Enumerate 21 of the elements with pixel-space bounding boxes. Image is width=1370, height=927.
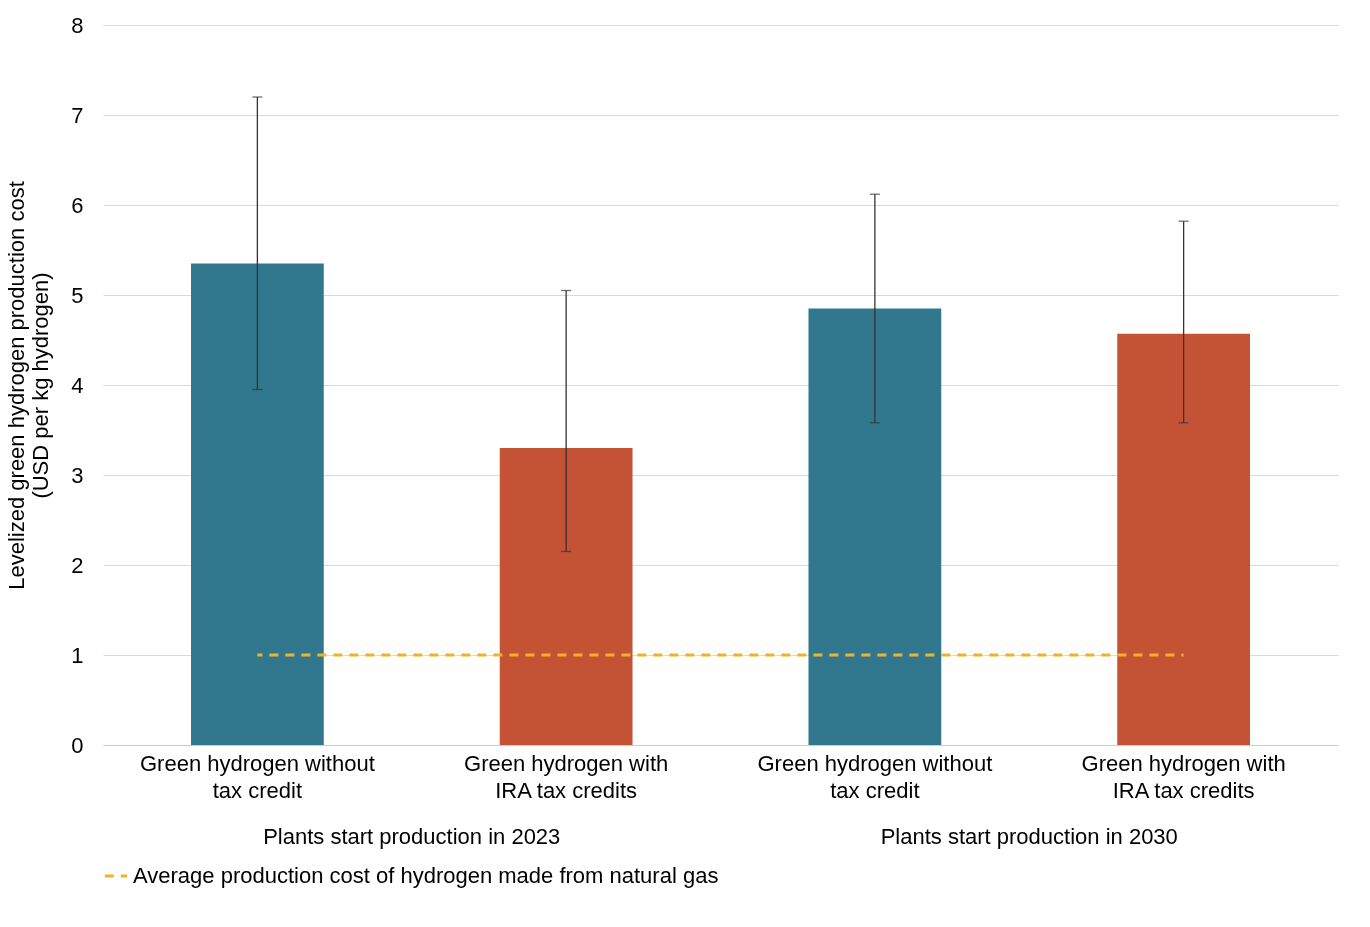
x-tick-label: Green hydrogen without tax credit xyxy=(139,750,375,803)
x-tick-label: Green hydrogen without tax credit xyxy=(757,750,993,803)
x-tick-label: Green hydrogen with IRA tax credits xyxy=(464,750,669,803)
text: Plants start production in 2030 xyxy=(880,824,1178,849)
y-axis-title: Levelized green hydrogen production cost (USD per kg hydrogen) xyxy=(4,181,54,590)
y-tick-label: 8 xyxy=(71,12,84,38)
y-tick-label: 3 xyxy=(71,462,84,488)
bar xyxy=(190,263,324,745)
y-tick-label: 6 xyxy=(71,192,84,218)
x-tick-label: Green hydrogen with IRA tax credits xyxy=(1081,750,1286,803)
y-tick-label: 1 xyxy=(71,642,84,668)
bar xyxy=(499,448,633,745)
y-tick-label: 0 xyxy=(71,732,84,758)
y-tick-label: 5 xyxy=(71,282,84,308)
text: Plants start production in 2023 xyxy=(263,824,561,849)
bar xyxy=(808,308,942,745)
y-tick-label: 4 xyxy=(71,372,84,398)
bar xyxy=(1117,333,1251,745)
y-tick-label: 2 xyxy=(71,552,84,578)
legend-label: Average production cost of hydrogen made from natural gas xyxy=(133,863,719,888)
y-tick-label: 7 xyxy=(71,102,84,128)
